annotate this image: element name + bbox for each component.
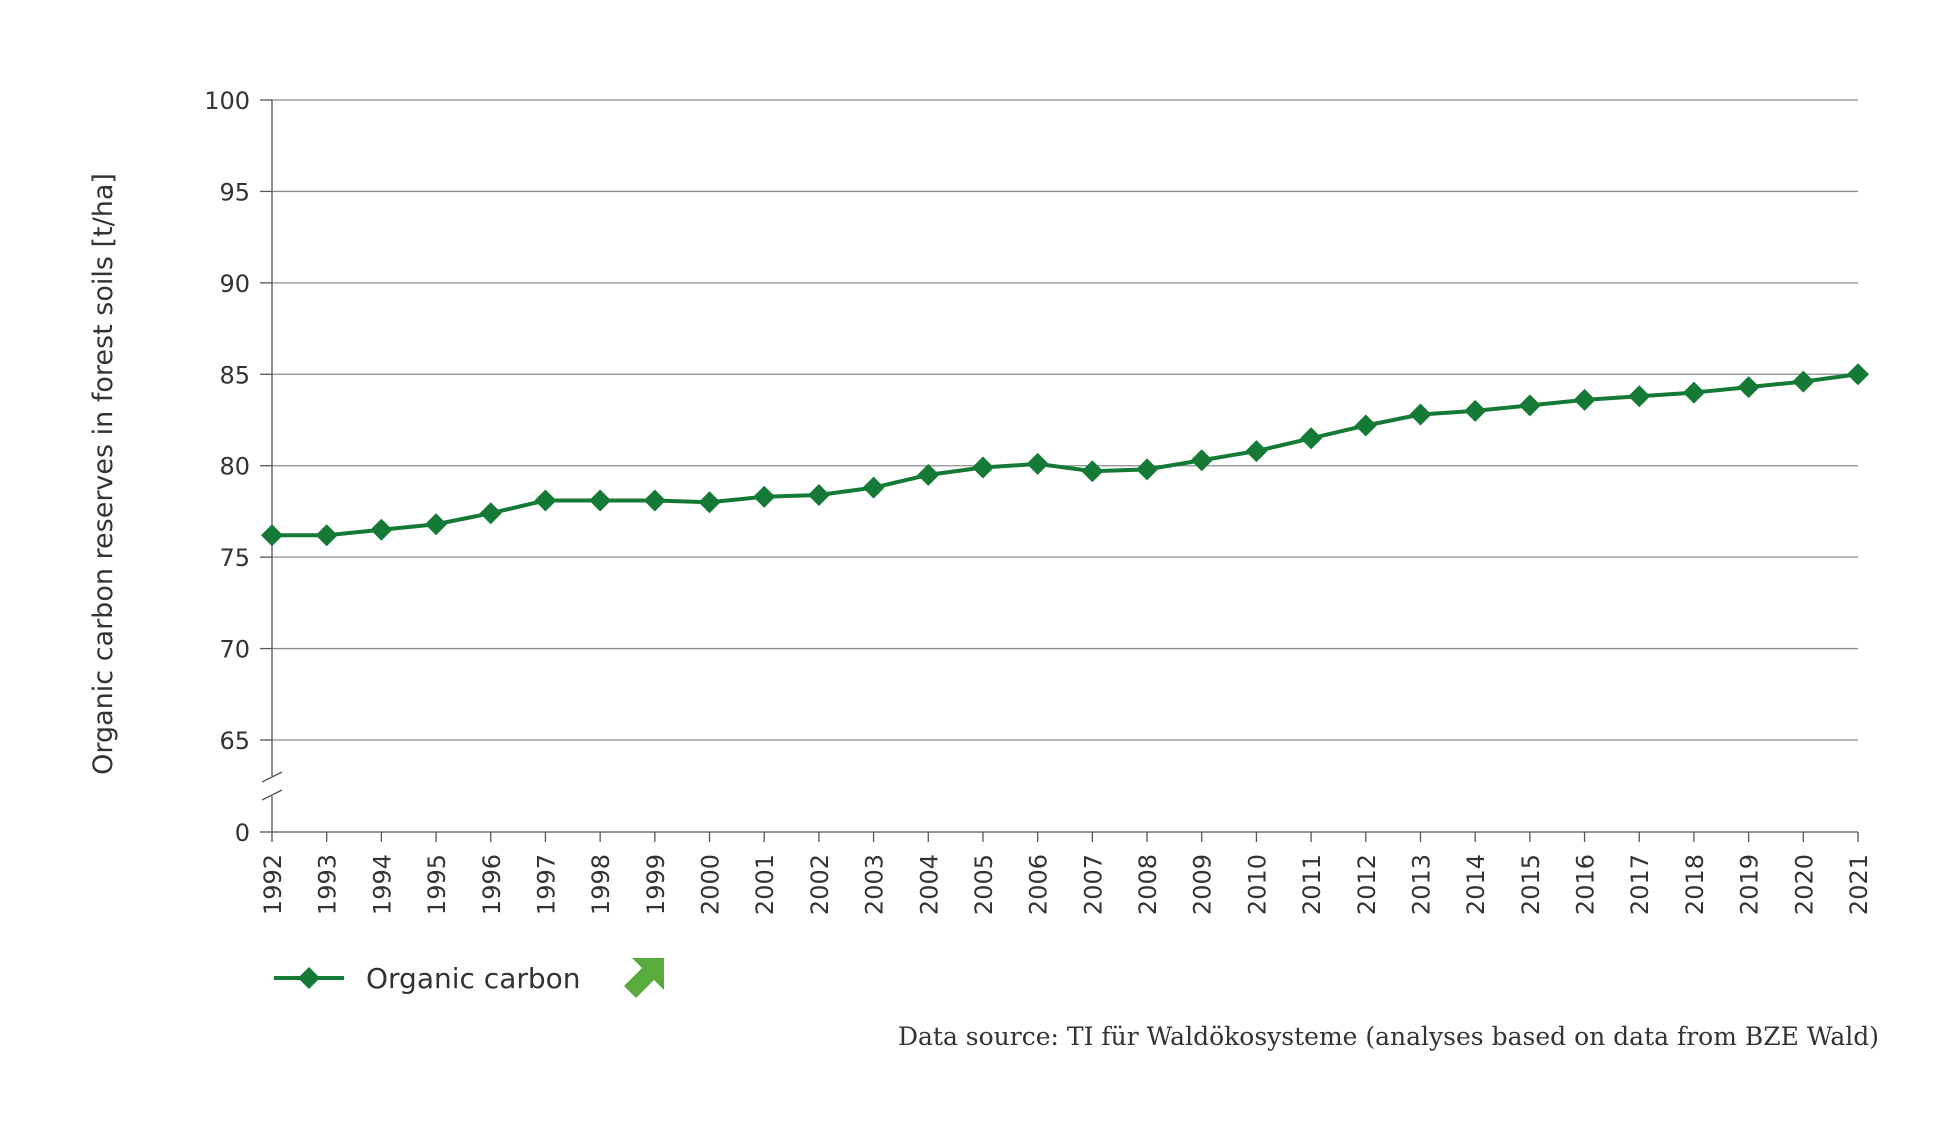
x-tick-label: 2015: [1517, 854, 1545, 915]
data-point: [479, 502, 502, 525]
x-tick-label: 2016: [1572, 854, 1600, 915]
data-point: [1518, 394, 1541, 417]
data-point: [1245, 440, 1268, 463]
x-tick-label: 2006: [1025, 854, 1053, 915]
y-tick-label: 80: [219, 453, 250, 481]
data-point: [1628, 385, 1651, 408]
data-point: [698, 491, 721, 514]
trend-up-arrow-icon: [624, 958, 664, 998]
data-point: [370, 518, 393, 541]
data-point: [1682, 381, 1705, 404]
axis-break-mark: [261, 789, 283, 801]
x-tick-label: 1998: [587, 854, 615, 915]
legend-marker: [298, 967, 320, 989]
x-tick-label: 2003: [861, 854, 889, 915]
x-tick-label: 2004: [915, 854, 943, 915]
data-point: [1737, 376, 1760, 399]
x-tick-label: 2002: [806, 854, 834, 915]
x-tick-label: 2017: [1626, 854, 1654, 915]
x-tick-label: 2020: [1790, 854, 1818, 915]
y-tick-label: 0: [235, 819, 250, 847]
data-source-note: Data source: TI für Waldökosysteme (anal…: [897, 1022, 1879, 1051]
data-point: [1409, 403, 1432, 426]
x-tick-label: 2007: [1079, 854, 1107, 915]
y-tick-label: 95: [219, 178, 250, 206]
data-point: [1190, 449, 1213, 472]
data-point: [261, 524, 283, 547]
legend-label: Organic carbon: [366, 962, 581, 995]
data-point: [862, 476, 885, 499]
data-point: [643, 489, 666, 512]
data-point: [1792, 370, 1815, 393]
x-tick-label: 2008: [1134, 854, 1162, 915]
y-tick-label: 65: [219, 727, 250, 755]
x-tick-label: 1992: [259, 854, 287, 915]
x-tick-label: 2009: [1189, 854, 1217, 915]
x-tick-label: 2005: [970, 854, 998, 915]
data-point: [1847, 363, 1869, 386]
data-point: [315, 524, 338, 547]
y-tick-label: 75: [219, 544, 250, 572]
data-point: [1464, 399, 1487, 422]
x-tick-label: 2011: [1298, 854, 1326, 915]
data-point: [1573, 388, 1596, 411]
series-line: [272, 372, 1859, 538]
data-point: [1026, 452, 1049, 475]
data-point: [753, 485, 776, 508]
x-tick-label: 1996: [478, 854, 506, 915]
x-tick-label: 1999: [642, 854, 670, 915]
data-point: [971, 456, 994, 479]
data-point: [1136, 458, 1159, 481]
x-tick-label: 2019: [1736, 854, 1764, 915]
data-point: [1300, 427, 1323, 450]
data-point: [917, 463, 940, 486]
x-tick-label: 1997: [532, 854, 560, 915]
x-tick-label: 2018: [1681, 854, 1709, 915]
y-tick-label: 90: [219, 270, 250, 298]
data-point: [1354, 414, 1377, 437]
axis-break-mark: [261, 771, 283, 783]
data-point: [589, 489, 612, 512]
x-tick-label: 1995: [423, 854, 451, 915]
x-tick-label: 2010: [1243, 854, 1271, 915]
x-tick-label: 2012: [1353, 854, 1381, 915]
y-axis-label: Organic carbon reserves in forest soils …: [88, 173, 119, 775]
y-tick-label: 70: [219, 636, 250, 664]
data-point: [425, 513, 448, 536]
x-tick-label: 2001: [751, 854, 779, 915]
x-tick-label: 2000: [697, 854, 725, 915]
data-point: [1081, 460, 1104, 483]
x-tick-label: 2021: [1845, 854, 1873, 915]
x-tick-label: 2013: [1407, 854, 1435, 915]
x-tick-label: 1993: [314, 854, 342, 915]
y-tick-label: 85: [219, 361, 250, 389]
data-point: [807, 483, 830, 506]
x-tick-label: 2014: [1462, 854, 1490, 915]
y-tick-label: 100: [204, 87, 250, 115]
x-tick-label: 1994: [368, 854, 396, 915]
data-point: [534, 489, 557, 512]
